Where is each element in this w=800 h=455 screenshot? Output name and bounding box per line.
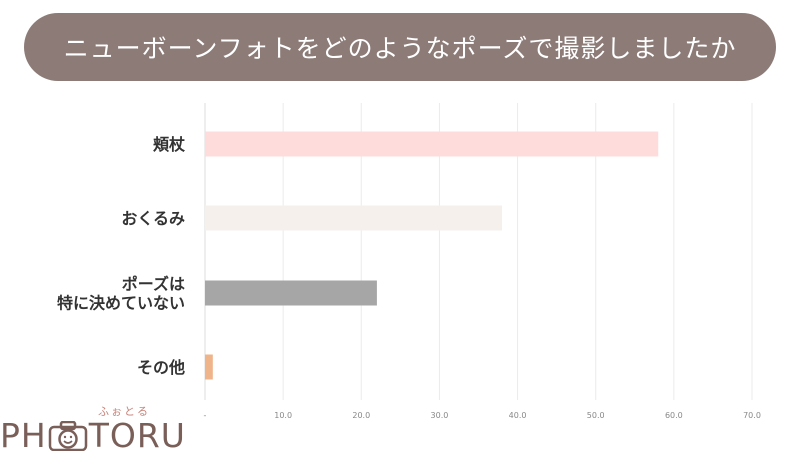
logo-ruby-text: ふぉとる — [98, 405, 150, 418]
category-label: 特に決めていない — [57, 294, 185, 313]
category-label: その他 — [137, 358, 185, 377]
category-label: ポーズは — [122, 275, 185, 294]
photoru-logo: ふぉとる PH TORU — [0, 400, 185, 455]
bar — [205, 131, 659, 157]
x-tick-label: 60.0 — [665, 411, 683, 420]
bar — [205, 354, 213, 380]
x-tick-label: 30.0 — [431, 411, 449, 420]
logo-text-right: TORU — [88, 416, 186, 455]
x-tick-label: - — [204, 411, 207, 420]
bar — [205, 205, 502, 231]
x-tick-label: 50.0 — [587, 411, 605, 420]
logo-text-left: PH — [0, 416, 47, 455]
category-label: 頬杖 — [153, 135, 185, 154]
x-tick-label: 40.0 — [509, 411, 527, 420]
x-tick-label: 20.0 — [352, 411, 370, 420]
bar — [205, 280, 377, 306]
x-tick-label: 10.0 — [274, 411, 292, 420]
x-tick-label: 70.0 — [743, 411, 761, 420]
chart-title: ニューボーンフォトをどのようなポーズで撮影しましたか — [24, 13, 776, 81]
camera-smile-icon — [48, 420, 87, 451]
category-label: おくるみ — [121, 209, 185, 228]
